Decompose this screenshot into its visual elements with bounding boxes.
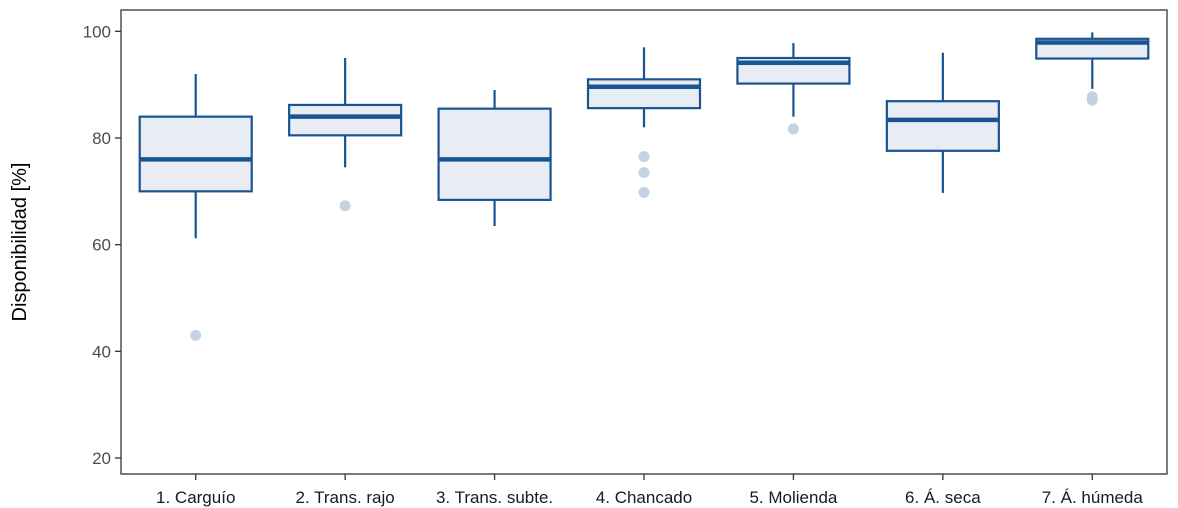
y-tick-label-40: 40 [92, 342, 111, 361]
y-tick-label-60: 60 [92, 236, 111, 255]
box-group-4 [586, 47, 702, 198]
box-group-7 [1035, 32, 1150, 106]
x-category-label-4: 4. Chancado [596, 488, 692, 507]
x-axis: 1. Carguío 2. Trans. rajo 3. Trans. subte.… [156, 474, 1143, 507]
x-category-label-7: 7. Á. húmeda [1042, 488, 1144, 507]
box-group-2 [288, 58, 403, 212]
box-iqr-3 [437, 107, 552, 201]
box-iqr-1 [138, 115, 253, 193]
x-category-label-5: 5. Molienda [749, 488, 837, 507]
outlier-point-4-3 [638, 186, 650, 198]
box-group-6 [885, 52, 1000, 193]
box-iqr-4 [586, 78, 702, 110]
y-tick-label-100: 100 [83, 22, 111, 41]
outlier-point-2-1 [339, 200, 351, 212]
box-group-1 [138, 74, 253, 341]
box-group-5 [736, 43, 851, 135]
box-iqr-2 [288, 103, 403, 137]
x-category-label-2: 2. Trans. rajo [296, 488, 395, 507]
outlier-point-4-2 [638, 167, 650, 179]
box-iqr-6 [885, 100, 1000, 152]
y-axis-title: Disponibilidad [%] [9, 163, 31, 322]
outlier-point-5-1 [787, 123, 799, 135]
y-axis: 20 40 60 80 100 [83, 22, 121, 468]
x-category-label-1: 1. Carguío [156, 488, 235, 507]
y-tick-label-80: 80 [92, 129, 111, 148]
y-tick-label-20: 20 [92, 449, 111, 468]
outlier-point-4-1 [638, 151, 650, 163]
x-category-label-3: 3. Trans. subte. [436, 488, 553, 507]
chart-marks [138, 32, 1150, 341]
outlier-point-7-2 [1086, 94, 1098, 106]
x-category-label-6: 6. Á. seca [905, 488, 981, 507]
outlier-point-1-1 [190, 329, 202, 341]
box-group-3 [437, 90, 552, 226]
